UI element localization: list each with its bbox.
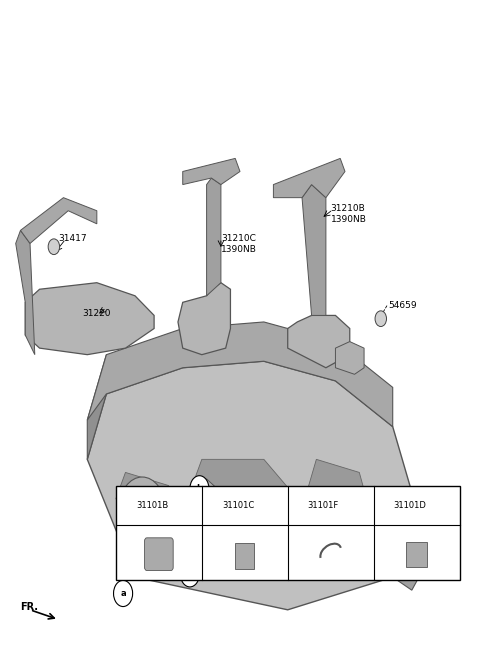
- Text: 31101C: 31101C: [222, 501, 254, 510]
- Circle shape: [375, 311, 386, 327]
- Polygon shape: [288, 315, 350, 368]
- Text: b: b: [211, 501, 216, 510]
- Text: b: b: [247, 533, 252, 542]
- Text: 1390NB: 1390NB: [331, 215, 367, 224]
- Text: 31417: 31417: [59, 234, 87, 242]
- Polygon shape: [116, 472, 192, 564]
- Polygon shape: [336, 342, 364, 374]
- Polygon shape: [87, 361, 421, 610]
- Circle shape: [240, 525, 259, 551]
- Text: a: a: [364, 556, 369, 565]
- Polygon shape: [178, 283, 230, 355]
- FancyBboxPatch shape: [144, 538, 173, 570]
- Polygon shape: [87, 322, 393, 426]
- Text: a: a: [311, 502, 317, 511]
- Polygon shape: [21, 198, 97, 244]
- Text: a: a: [125, 501, 131, 510]
- Text: d: d: [199, 509, 205, 518]
- Polygon shape: [183, 459, 297, 545]
- Circle shape: [304, 493, 324, 520]
- Circle shape: [119, 493, 136, 517]
- Text: 31210B: 31210B: [331, 204, 365, 214]
- Circle shape: [190, 476, 209, 502]
- Polygon shape: [206, 178, 221, 296]
- Text: c: c: [297, 501, 302, 510]
- Circle shape: [123, 533, 142, 559]
- Circle shape: [119, 477, 165, 540]
- Circle shape: [140, 522, 159, 548]
- Polygon shape: [16, 231, 35, 355]
- Circle shape: [180, 560, 199, 587]
- Text: 31101D: 31101D: [394, 501, 427, 510]
- Text: a: a: [325, 527, 331, 536]
- Polygon shape: [192, 479, 221, 532]
- Circle shape: [205, 493, 222, 517]
- Text: b: b: [146, 530, 152, 539]
- Polygon shape: [274, 158, 345, 198]
- Circle shape: [166, 541, 185, 567]
- Circle shape: [127, 487, 157, 530]
- Circle shape: [377, 493, 394, 517]
- Circle shape: [357, 548, 376, 574]
- FancyBboxPatch shape: [406, 543, 427, 567]
- Polygon shape: [183, 158, 240, 185]
- Text: 31210C: 31210C: [221, 234, 256, 242]
- Circle shape: [114, 580, 132, 606]
- Text: 31220: 31220: [83, 309, 111, 318]
- FancyBboxPatch shape: [235, 543, 254, 569]
- Text: 31101F: 31101F: [308, 501, 339, 510]
- Text: a: a: [187, 570, 192, 578]
- Text: a: a: [120, 589, 126, 598]
- Polygon shape: [393, 525, 441, 590]
- Text: b: b: [196, 484, 203, 493]
- Circle shape: [291, 493, 308, 517]
- Circle shape: [319, 518, 338, 545]
- FancyBboxPatch shape: [116, 486, 459, 580]
- Text: c: c: [173, 550, 178, 558]
- Polygon shape: [302, 185, 326, 315]
- Text: 54659: 54659: [388, 301, 417, 310]
- Text: 1390NB: 1390NB: [221, 245, 257, 254]
- Circle shape: [48, 239, 60, 254]
- Text: FR.: FR.: [21, 602, 38, 612]
- Text: d: d: [383, 501, 388, 510]
- Text: 31101B: 31101B: [136, 501, 168, 510]
- Polygon shape: [25, 283, 154, 355]
- Polygon shape: [87, 355, 107, 459]
- Text: d: d: [130, 541, 136, 550]
- Polygon shape: [297, 459, 373, 551]
- Circle shape: [192, 500, 211, 526]
